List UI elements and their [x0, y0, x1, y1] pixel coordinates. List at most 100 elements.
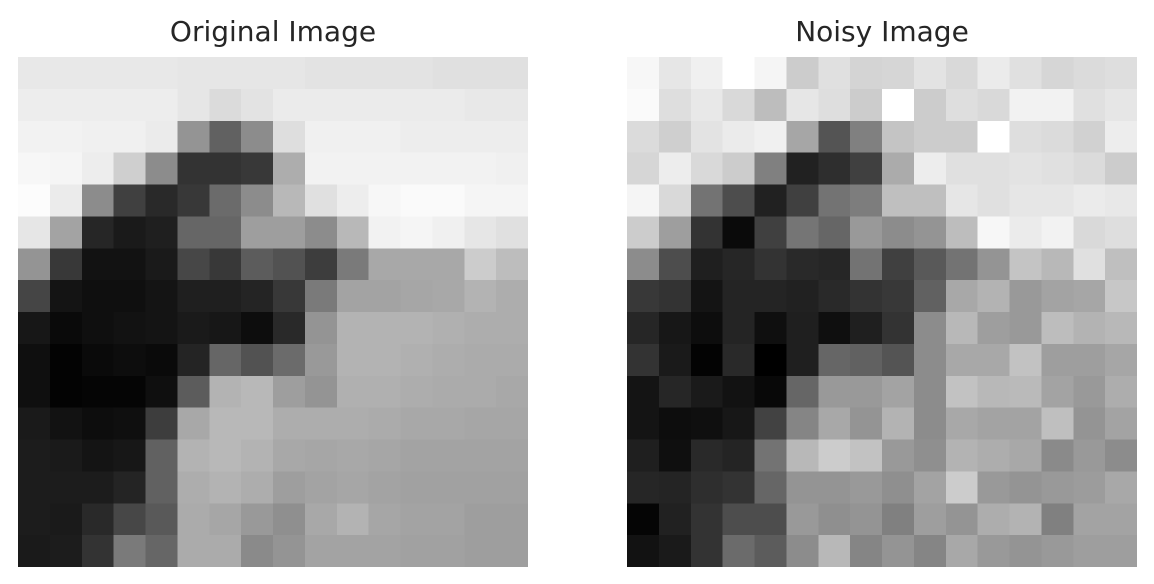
pixel-r1-c10: [945, 88, 979, 122]
pixel-r4-c12: [1009, 184, 1042, 217]
pixel-r14-c0: [627, 503, 660, 536]
pixel-r6-c4: [754, 248, 787, 281]
pixel-r11-c3: [113, 407, 147, 441]
pixel-r0-c1: [49, 57, 83, 90]
pixel-r10-c10: [336, 375, 370, 409]
pixel-r11-c13: [1041, 407, 1074, 441]
pixel-r9-c12: [1009, 343, 1042, 377]
pixel-r11-c1: [49, 407, 83, 441]
pixel-r5-c15: [1105, 216, 1137, 249]
pixel-r5-c3: [113, 216, 147, 249]
pixel-r1-c15: [496, 88, 528, 122]
pixel-r8-c2: [81, 312, 115, 345]
pixel-r5-c0: [627, 216, 660, 249]
pixel-r1-c15: [1105, 88, 1137, 122]
pixel-r12-c10: [336, 439, 370, 472]
pixel-r4-c13: [1041, 184, 1074, 217]
pixel-r1-c1: [658, 88, 692, 122]
pixel-r1-c11: [368, 88, 402, 122]
pixel-r7-c0: [18, 280, 51, 313]
pixel-r15-c9: [913, 535, 947, 567]
pixel-r3-c14: [1073, 152, 1106, 186]
pixel-r3-c7: [241, 152, 274, 186]
pixel-r6-c7: [241, 248, 274, 281]
pixel-r4-c9: [304, 184, 338, 217]
pixel-r8-c10: [336, 312, 370, 345]
pixel-r9-c9: [913, 343, 947, 377]
pixel-r6-c14: [464, 248, 497, 281]
pixel-r7-c9: [304, 280, 338, 313]
pixel-r14-c2: [81, 503, 115, 536]
pixel-r6-c3: [113, 248, 147, 281]
pixel-r0-c4: [145, 57, 178, 90]
pixel-r3-c4: [754, 152, 787, 186]
pixel-r7-c3: [722, 280, 756, 313]
pixel-r1-c12: [400, 88, 433, 122]
pixel-r1-c11: [977, 88, 1011, 122]
pixel-r15-c8: [273, 535, 306, 567]
pixel-r15-c2: [690, 535, 724, 567]
pixel-r8-c6: [209, 312, 242, 345]
pixel-r0-c12: [1009, 57, 1042, 90]
pixel-r3-c6: [209, 152, 242, 186]
pixel-r8-c5: [177, 312, 210, 345]
pixel-r11-c14: [1073, 407, 1106, 441]
pixel-r5-c3: [722, 216, 756, 249]
pixel-r9-c4: [145, 343, 178, 377]
pixel-r14-c1: [49, 503, 83, 536]
pixel-r15-c1: [49, 535, 83, 567]
pixel-r4-c6: [209, 184, 242, 217]
pixel-r9-c1: [49, 343, 83, 377]
pixel-r1-c2: [690, 88, 724, 122]
pixel-r14-c8: [882, 503, 915, 536]
pixel-r7-c2: [690, 280, 724, 313]
pixel-r7-c5: [786, 280, 819, 313]
pixel-r8-c6: [818, 312, 851, 345]
pixel-r2-c10: [336, 120, 370, 154]
pixel-r4-c0: [18, 184, 51, 217]
pixel-r2-c14: [464, 120, 497, 154]
pixel-r8-c4: [754, 312, 787, 345]
pixel-r6-c2: [690, 248, 724, 281]
pixel-r11-c5: [177, 407, 210, 441]
pixel-r5-c12: [1009, 216, 1042, 249]
pixel-r12-c11: [368, 439, 402, 472]
pixel-r3-c0: [18, 152, 51, 186]
pixel-r10-c12: [1009, 375, 1042, 409]
pixel-r5-c9: [913, 216, 947, 249]
pixel-r9-c10: [336, 343, 370, 377]
pixel-r14-c7: [241, 503, 274, 536]
pixel-r1-c14: [1073, 88, 1106, 122]
pixel-r5-c15: [496, 216, 528, 249]
pixel-r15-c6: [209, 535, 242, 567]
pixel-r13-c3: [113, 471, 147, 504]
pixel-r8-c3: [722, 312, 756, 345]
pixel-r7-c1: [49, 280, 83, 313]
pixel-r8-c15: [1105, 312, 1137, 345]
pixel-r0-c8: [273, 57, 306, 90]
pixel-r4-c14: [464, 184, 497, 217]
pixel-r1-c9: [913, 88, 947, 122]
pixel-r6-c4: [145, 248, 178, 281]
pixel-r5-c6: [209, 216, 242, 249]
pixel-r6-c11: [368, 248, 402, 281]
pixel-r7-c0: [627, 280, 660, 313]
pixel-r14-c11: [977, 503, 1011, 536]
pixel-r15-c7: [241, 535, 274, 567]
pixel-r11-c12: [400, 407, 433, 441]
pixel-r11-c13: [432, 407, 465, 441]
pixel-r6-c12: [1009, 248, 1042, 281]
pixel-r10-c13: [1041, 375, 1074, 409]
pixel-r2-c1: [658, 120, 692, 154]
pixel-r13-c6: [818, 471, 851, 504]
pixel-r5-c1: [658, 216, 692, 249]
pixel-r9-c9: [304, 343, 338, 377]
pixel-r14-c5: [177, 503, 210, 536]
pixel-r6-c15: [1105, 248, 1137, 281]
pixel-r5-c14: [1073, 216, 1106, 249]
pixel-r9-c15: [1105, 343, 1137, 377]
pixel-r12-c1: [658, 439, 692, 472]
pixel-r15-c10: [945, 535, 979, 567]
pixel-r2-c12: [1009, 120, 1042, 154]
pixel-r14-c3: [722, 503, 756, 536]
